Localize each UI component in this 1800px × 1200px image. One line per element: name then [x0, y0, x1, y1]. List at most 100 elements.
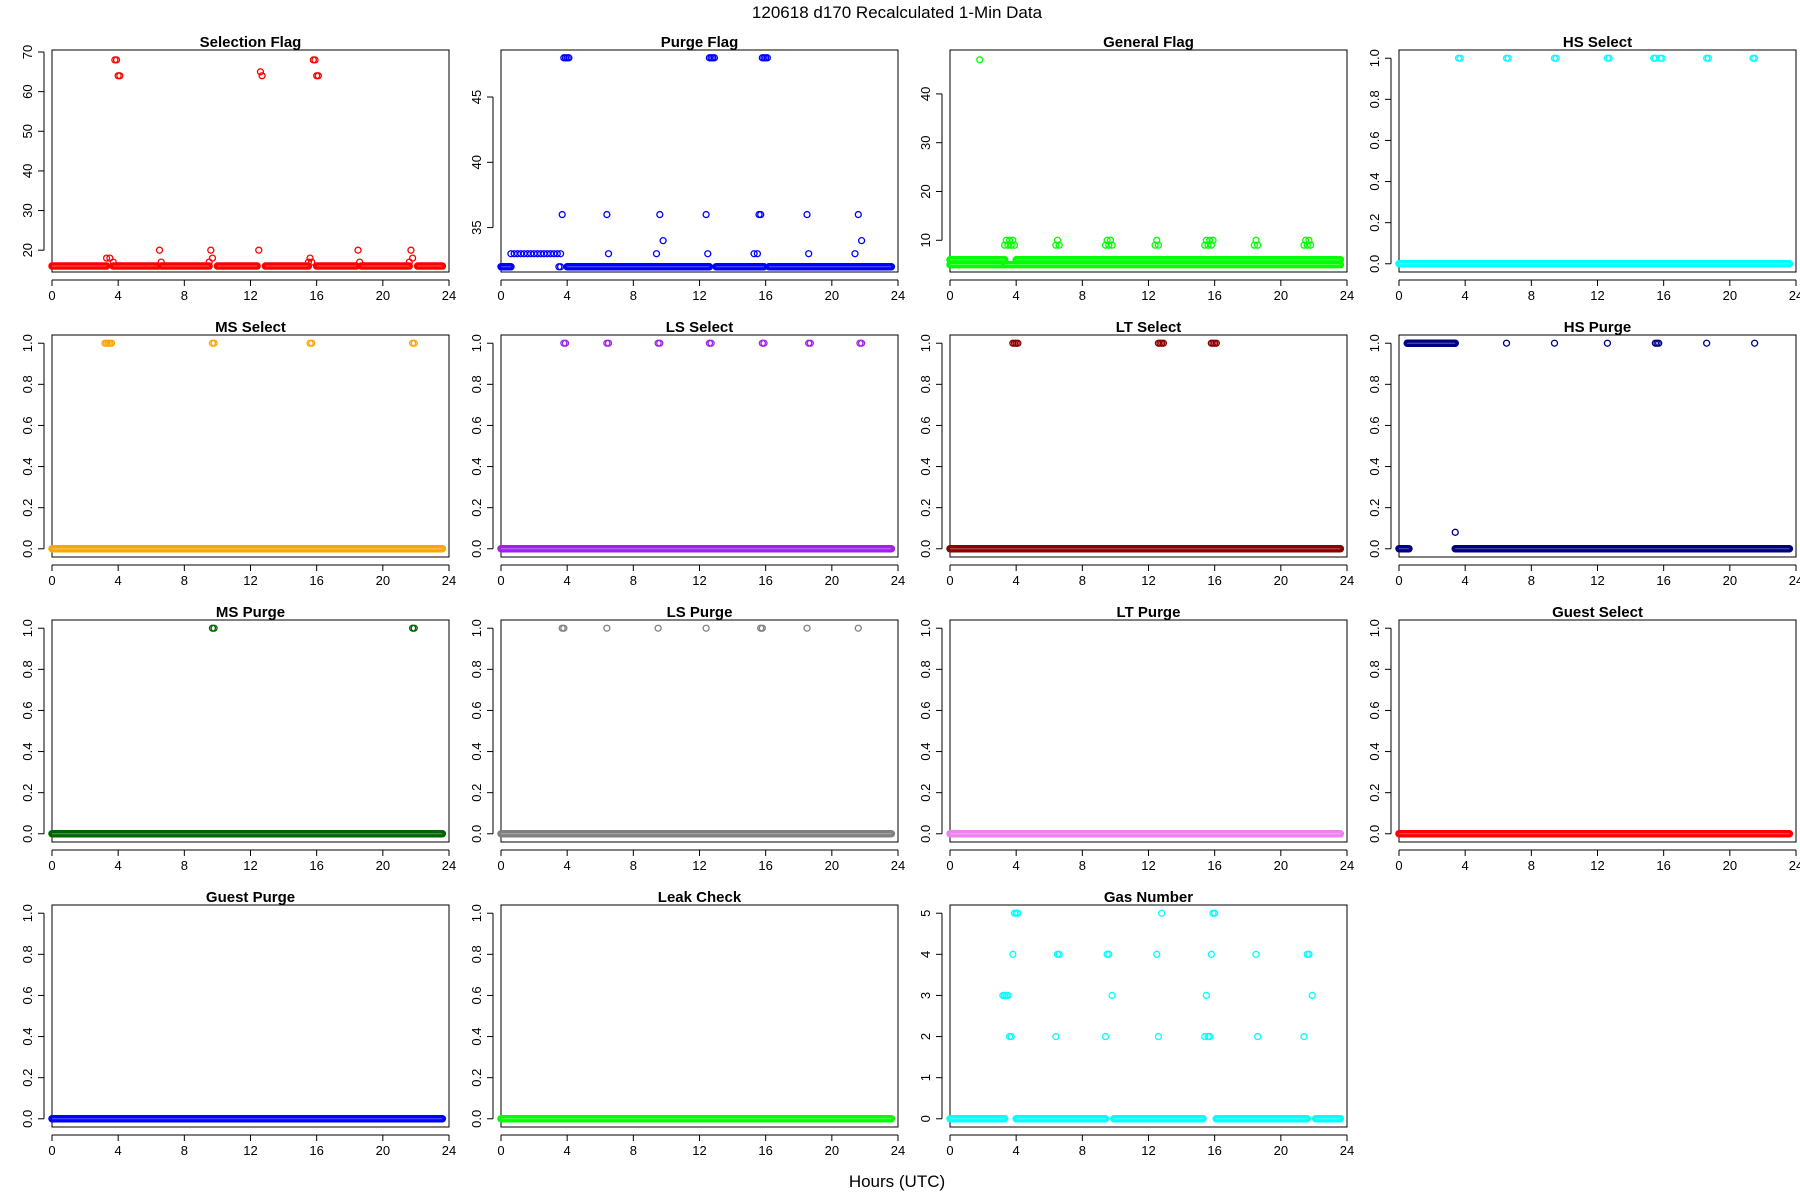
- plot-frame: [1398, 49, 1797, 273]
- x-tick-label: 16: [758, 858, 772, 873]
- data-point: [757, 210, 765, 219]
- data-point: [1055, 950, 1063, 958]
- y-tick-label: 4: [918, 951, 933, 958]
- y-tick-label: 20: [918, 184, 933, 198]
- panel-lt-purge: LT Purge 0 4 8 12 16 20 24 0.0 0.2 0.4 0.6 0.8 1.0: [918, 604, 1354, 873]
- data-point: [1254, 241, 1262, 249]
- x-tick-label: 20: [825, 573, 839, 588]
- x-tick-label: 8: [630, 1143, 637, 1158]
- data-point: [1154, 1032, 1163, 1041]
- x-tick-label: 4: [1462, 288, 1469, 303]
- x-tick-label: 20: [1723, 573, 1737, 588]
- x-tick-label: 12: [243, 1143, 257, 1158]
- x-tick-label: 4: [1462, 858, 1469, 873]
- x-tick-label: 12: [1141, 573, 1155, 588]
- y-tick-label: 0.8: [469, 660, 484, 678]
- data-point: [1750, 54, 1759, 62]
- y-tick-label: 0.2: [20, 1069, 35, 1087]
- x-tick-label: 16: [1656, 573, 1670, 588]
- y-tick-label: 0.2: [469, 499, 484, 517]
- data-point: [109, 258, 117, 266]
- x-tick-label: 8: [181, 288, 188, 303]
- x-tick-label: 20: [1723, 858, 1737, 873]
- data-point: [750, 250, 758, 258]
- x-tick-label: 0: [1395, 573, 1402, 588]
- x-tick-label: 12: [243, 288, 257, 303]
- y-tick-label: 0.0: [918, 825, 933, 843]
- x-tick-label: 8: [1079, 288, 1086, 303]
- data-point: [155, 246, 164, 254]
- x-tick-label: 24: [1789, 573, 1800, 588]
- y-tick-label: 0.0: [918, 540, 933, 558]
- y-tick-label: 1.0: [918, 334, 933, 352]
- data-point: [1105, 950, 1113, 958]
- x-tick-label: 16: [1207, 573, 1221, 588]
- y-tick-label: 0.0: [469, 540, 484, 558]
- x-tick-label: 12: [692, 288, 706, 303]
- data-point: [704, 250, 712, 258]
- panel-title: LT Select: [1116, 319, 1182, 336]
- data-point: [603, 624, 611, 632]
- x-tick-label: 4: [1013, 1143, 1020, 1158]
- y-tick-label: 0.2: [469, 784, 484, 802]
- y-tick-label: 0.8: [918, 375, 933, 393]
- data-point: [1305, 950, 1313, 958]
- data-point: [1158, 909, 1166, 917]
- y-tick-label: 1.0: [469, 619, 484, 637]
- data-point: [1159, 339, 1168, 347]
- x-tick-label: 8: [181, 1143, 188, 1158]
- x-tick-label: 0: [497, 858, 504, 873]
- x-tick-label: 16: [1207, 858, 1221, 873]
- data-point: [1552, 54, 1560, 62]
- data-point: [258, 72, 266, 80]
- data-point: [558, 210, 566, 219]
- x-tick-label: 20: [825, 858, 839, 873]
- data-point: [851, 250, 859, 258]
- data-point: [408, 254, 417, 262]
- data-point: [805, 250, 813, 258]
- x-tick-label: 20: [1274, 573, 1288, 588]
- plot-frame: [1398, 619, 1797, 843]
- data-point: [710, 54, 719, 62]
- panel-guest-purge: Guest Purge 0 4 8 12 16 20 24 0.0 0.2 0.4 0.6 0.8 1.0: [20, 889, 456, 1158]
- data-point: [1014, 909, 1022, 917]
- x-tick-label: 8: [1528, 573, 1535, 588]
- y-tick-label: 0.0: [469, 1110, 484, 1128]
- y-tick-label: 0.4: [20, 1028, 35, 1046]
- panel-ls-purge: LS Purge 0 4 8 12 16 20 24 0.0 0.2 0.4 0.6 0.8 1.0: [469, 604, 905, 873]
- data-point: [1655, 339, 1663, 347]
- y-tick-label: 0.4: [469, 743, 484, 761]
- y-tick-label: 0.6: [469, 701, 484, 719]
- x-tick-label: 0: [946, 288, 953, 303]
- x-tick-label: 16: [309, 573, 323, 588]
- x-tick-label: 24: [1789, 288, 1800, 303]
- data-point: [116, 72, 124, 80]
- data-point: [354, 246, 362, 254]
- x-tick-label: 16: [1656, 288, 1670, 303]
- plot-frame: [949, 334, 1348, 558]
- x-tick-label: 4: [564, 1143, 571, 1158]
- x-tick-label: 4: [1462, 573, 1469, 588]
- panel-ms-purge: MS Purge 0 4 8 12 16 20 24 0.0 0.2 0.4 0.6 0.8 1.0: [20, 604, 456, 873]
- x-tick-label: 12: [1141, 288, 1155, 303]
- x-tick-label: 24: [891, 858, 905, 873]
- x-tick-label: 8: [1528, 858, 1535, 873]
- data-point: [857, 237, 866, 245]
- y-tick-label: 0.0: [20, 1110, 35, 1128]
- x-tick-label: 24: [1789, 858, 1800, 873]
- data-point: [604, 339, 613, 347]
- panel-lt-select: LT Select 0 4 8 12 16 20 24 0.0 0.2 0.4 0.6 0.8 1.0: [918, 319, 1354, 588]
- y-tick-label: 0.8: [1367, 375, 1382, 393]
- data-point: [654, 624, 662, 632]
- x-tick-label: 4: [1013, 288, 1020, 303]
- x-tick-label: 4: [1013, 858, 1020, 873]
- panel-title: HS Select: [1563, 34, 1632, 51]
- x-tick-label: 12: [1141, 858, 1155, 873]
- data-point: [702, 210, 710, 219]
- data-point: [652, 250, 661, 258]
- x-tick-label: 0: [48, 288, 55, 303]
- data-point: [1052, 1032, 1060, 1041]
- data-point: [1703, 339, 1711, 347]
- data-point: [311, 56, 319, 64]
